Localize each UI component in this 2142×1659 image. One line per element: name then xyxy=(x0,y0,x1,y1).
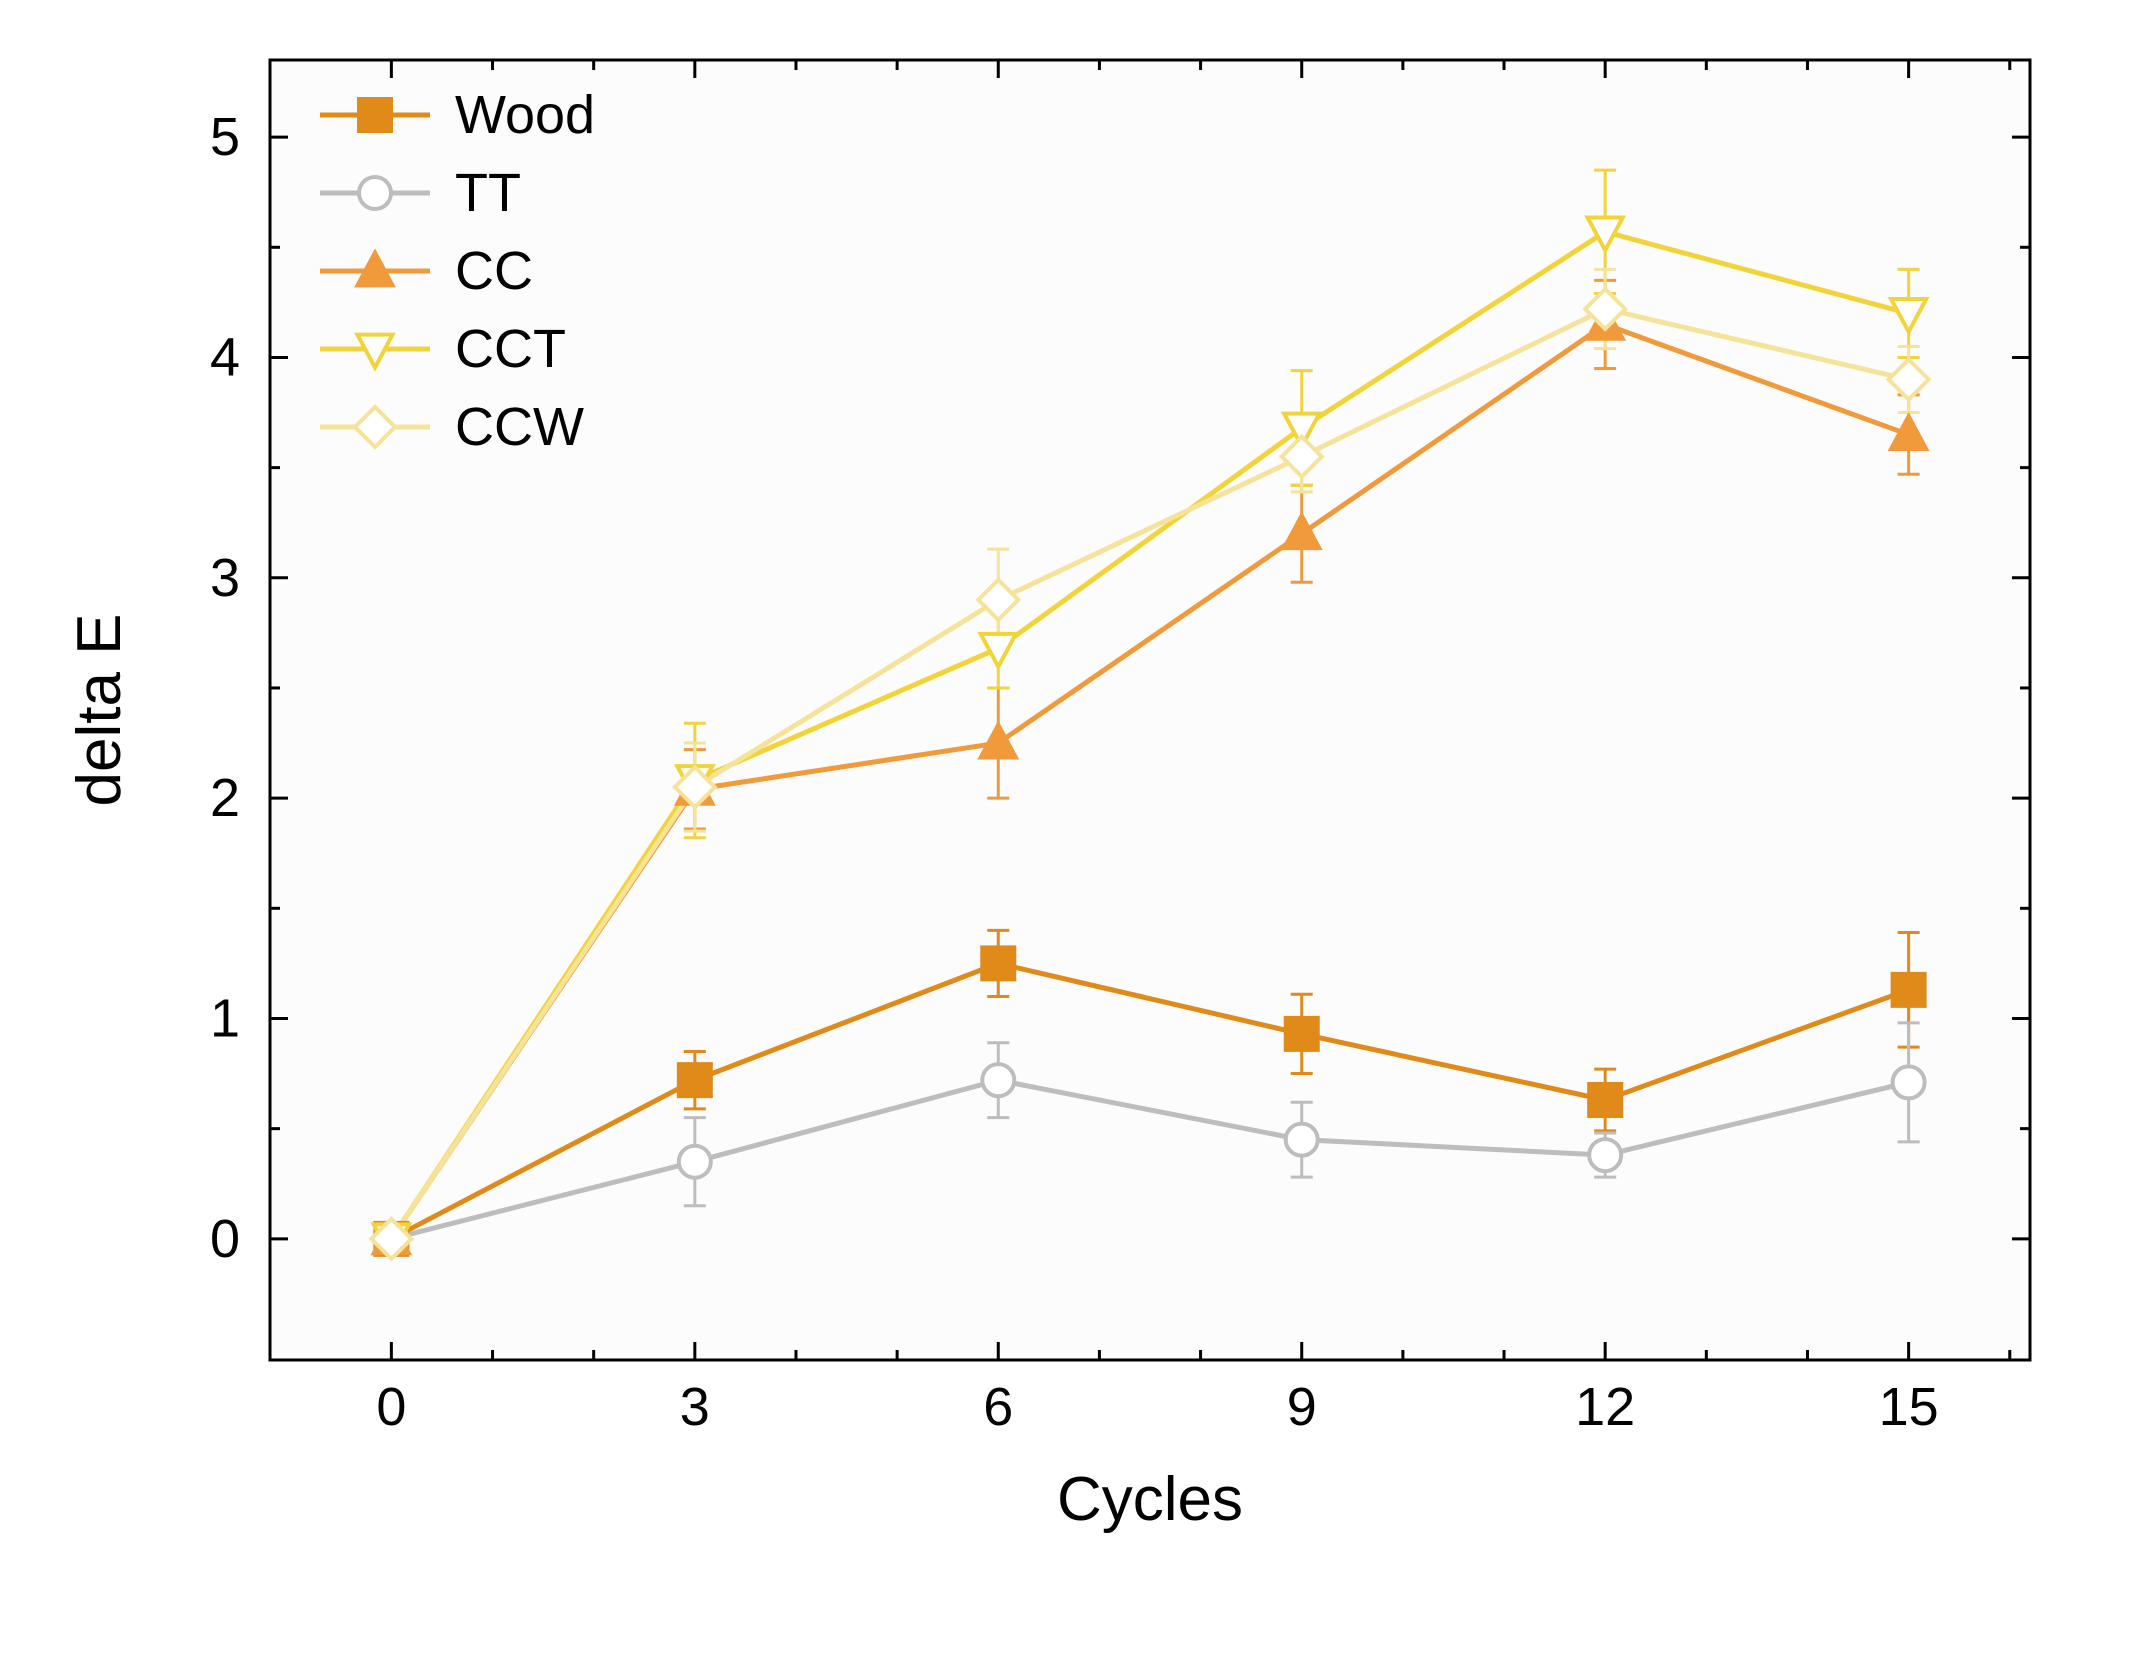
x-tick-label: 0 xyxy=(376,1377,406,1437)
y-tick-label: 1 xyxy=(210,988,240,1048)
y-tick-label: 2 xyxy=(210,768,240,828)
y-tick-label: 0 xyxy=(210,1209,240,1269)
legend-label-CCW: CCW xyxy=(455,397,584,457)
y-axis-title: delta E xyxy=(65,613,134,806)
x-tick-label: 12 xyxy=(1575,1377,1635,1437)
y-tick-label: 5 xyxy=(210,107,240,167)
x-axis-title: Cycles xyxy=(1057,1465,1243,1534)
legend-label-Wood: Wood xyxy=(455,85,595,145)
x-tick-label: 9 xyxy=(1287,1377,1317,1437)
legend-label-CCT: CCT xyxy=(455,319,566,379)
legend-label-TT: TT xyxy=(455,163,521,223)
x-tick-label: 15 xyxy=(1879,1377,1939,1437)
delta-e-chart: 03691215012345Cyclesdelta EWoodTTCCCCTCC… xyxy=(0,0,2142,1659)
y-tick-label: 3 xyxy=(210,548,240,608)
x-tick-label: 6 xyxy=(983,1377,1013,1437)
legend-label-CC: CC xyxy=(455,241,533,301)
x-tick-label: 3 xyxy=(680,1377,710,1437)
y-tick-label: 4 xyxy=(210,327,240,387)
